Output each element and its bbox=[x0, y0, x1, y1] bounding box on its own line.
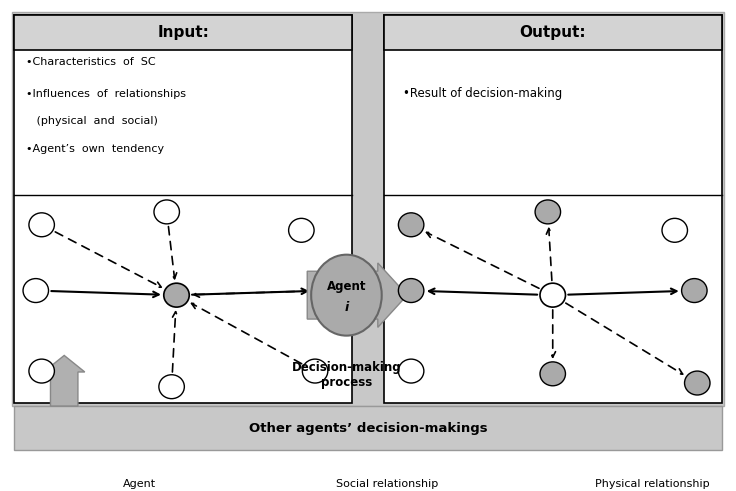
FancyBboxPatch shape bbox=[14, 15, 353, 403]
Circle shape bbox=[312, 278, 338, 302]
Text: •Characteristics  of  SC: •Characteristics of SC bbox=[26, 57, 155, 67]
Text: Other agents’ decision-makings: Other agents’ decision-makings bbox=[249, 422, 487, 435]
Circle shape bbox=[540, 362, 565, 386]
Circle shape bbox=[398, 278, 424, 302]
Text: Physical relationship: Physical relationship bbox=[595, 479, 710, 489]
Circle shape bbox=[154, 200, 180, 224]
FancyArrow shape bbox=[43, 355, 85, 406]
Circle shape bbox=[535, 200, 561, 224]
Circle shape bbox=[302, 359, 328, 383]
Text: Decision-making
process: Decision-making process bbox=[291, 361, 401, 389]
Text: •Result of decision-making: •Result of decision-making bbox=[403, 87, 562, 100]
Circle shape bbox=[398, 359, 424, 383]
Circle shape bbox=[29, 213, 54, 237]
Text: •Influences  of  relationships: •Influences of relationships bbox=[26, 89, 186, 99]
FancyArrow shape bbox=[307, 263, 407, 327]
Text: Agent: Agent bbox=[327, 280, 367, 293]
FancyBboxPatch shape bbox=[383, 15, 722, 50]
Circle shape bbox=[662, 218, 687, 242]
Circle shape bbox=[23, 278, 49, 302]
Circle shape bbox=[684, 371, 710, 395]
FancyBboxPatch shape bbox=[14, 15, 353, 50]
FancyBboxPatch shape bbox=[13, 12, 723, 406]
FancyBboxPatch shape bbox=[14, 406, 722, 450]
Circle shape bbox=[29, 359, 54, 383]
Text: Input:: Input: bbox=[158, 25, 209, 40]
Circle shape bbox=[398, 213, 424, 237]
Circle shape bbox=[540, 283, 565, 307]
Text: Output:: Output: bbox=[520, 25, 586, 40]
Circle shape bbox=[682, 278, 707, 302]
Circle shape bbox=[164, 283, 189, 307]
Text: i: i bbox=[344, 300, 349, 314]
Circle shape bbox=[289, 218, 314, 242]
Ellipse shape bbox=[311, 255, 382, 336]
Circle shape bbox=[96, 475, 115, 491]
Text: Social relationship: Social relationship bbox=[336, 479, 438, 489]
FancyBboxPatch shape bbox=[383, 15, 722, 403]
Text: (physical  and  social): (physical and social) bbox=[26, 116, 158, 126]
Text: Agent: Agent bbox=[123, 479, 156, 489]
Circle shape bbox=[159, 375, 184, 399]
Text: •Agent’s  own  tendency: •Agent’s own tendency bbox=[26, 144, 164, 154]
